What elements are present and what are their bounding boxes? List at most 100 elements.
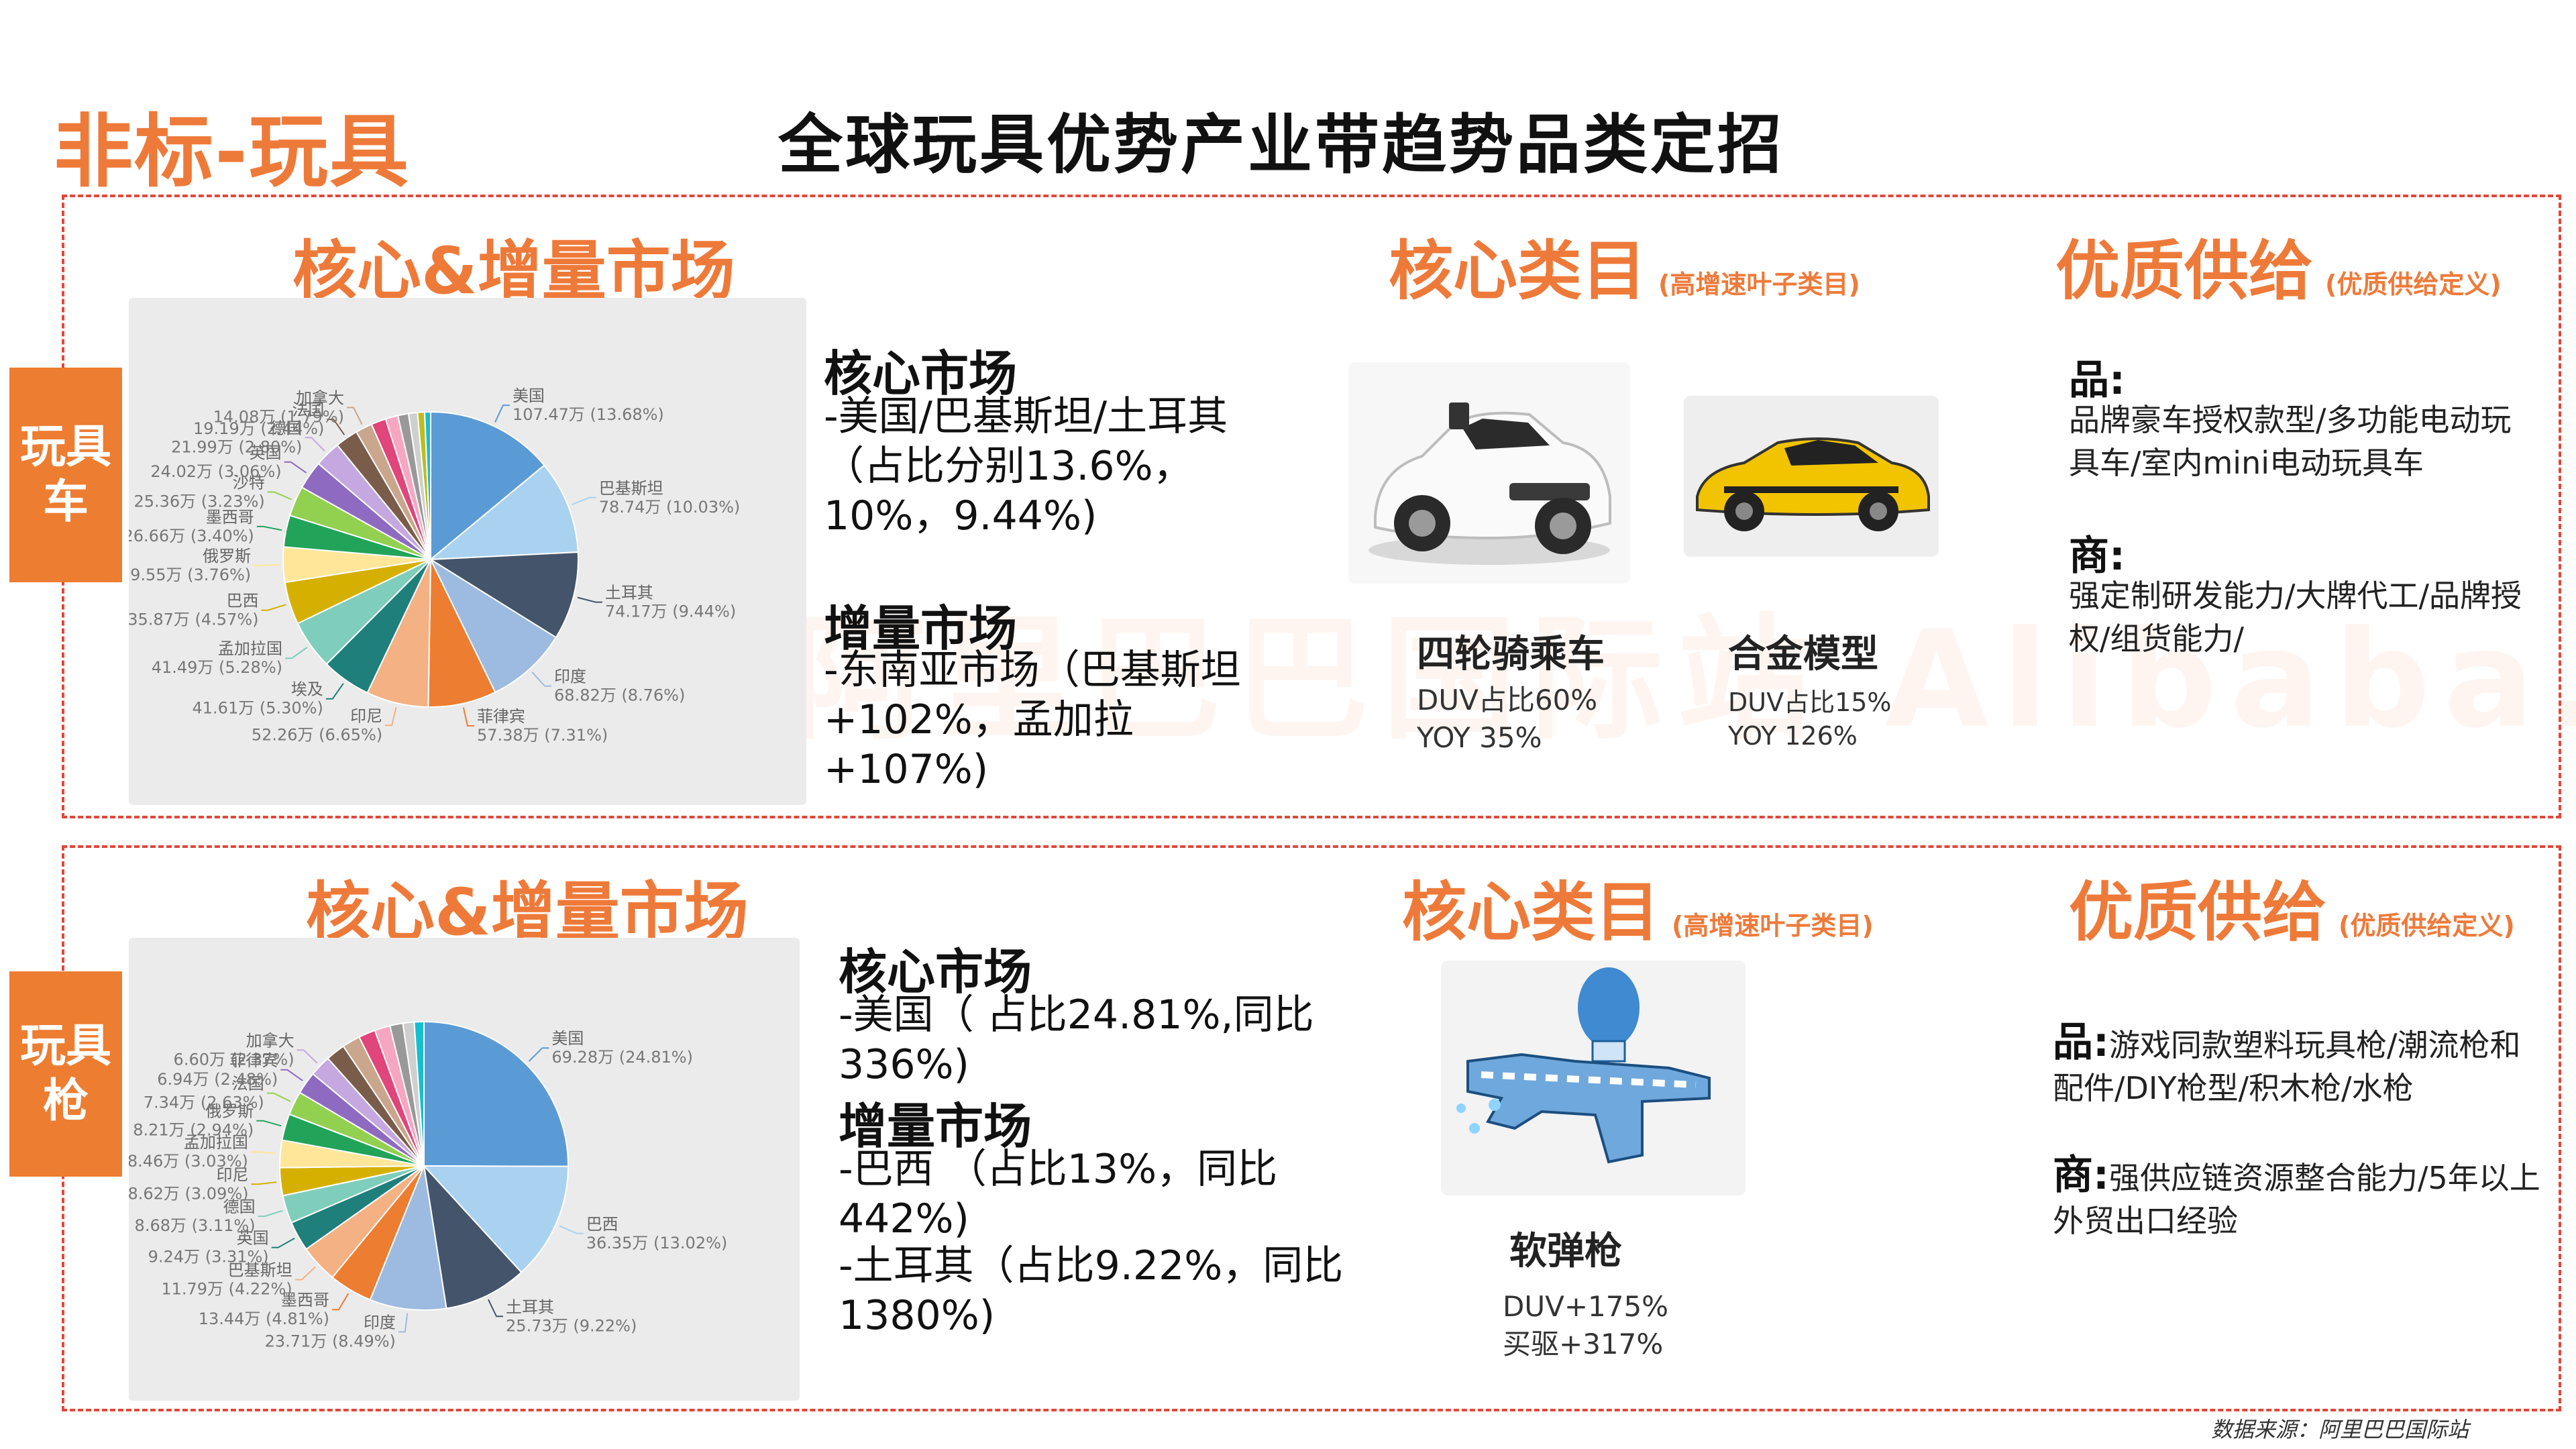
pie-label-value: 26.66万 (3.40%) [129, 527, 254, 545]
pie-label-name: 菲律宾 [229, 1051, 278, 1070]
pie-label-leader [271, 1238, 295, 1248]
pie-label-name: 印尼 [350, 706, 382, 725]
pie-label-value: 9.24万 (3.31%) [148, 1248, 269, 1267]
product-supply-block: 品:游戏同款塑料玩具枪/潮流枪和配件/DIY枪型/积木枪/水枪 [2053, 1021, 2542, 1110]
pie-label-value: 19.19万 (2.44%) [193, 419, 324, 438]
pie-label-leader [285, 647, 308, 659]
pie-slice-1 [422, 1165, 570, 1274]
alloy-model-car-icon [1696, 437, 1930, 531]
pie-label-leader [280, 1069, 303, 1081]
category-section-title: 核心类目 (高增速叶子类目) [1402, 860, 1874, 953]
product-stat-alloy: DUV占比15% YOY 126% [1728, 686, 1892, 753]
pie-label-name: 加拿大 [246, 1031, 294, 1050]
product-label: 品: [2069, 357, 2125, 404]
pie-slice-0 [430, 411, 545, 561]
pie-label-leader [347, 407, 363, 425]
product-stat-soft-gun: DUV+175% 买驱+317% [1503, 1288, 1668, 1363]
supply-title-text: 优质供给 [2055, 233, 2313, 309]
pie-label-leader [572, 496, 596, 505]
core-market-heading: 核心市场 [824, 345, 1018, 402]
category-subtitle: (高增速叶子类目) [1658, 270, 1860, 299]
pie-label-value: 25.36万 (3.23%) [133, 492, 264, 511]
soft-bullet-gun-image [1441, 961, 1746, 1195]
category-section-title: 核心类目 (高增速叶子类目) [1389, 219, 1860, 312]
pie-slice-1 [429, 464, 579, 561]
pie-slice-2 [423, 1163, 523, 1309]
pie-label-leader [267, 491, 292, 500]
product-name-soft-gun: 软弹枪 [1509, 1230, 1622, 1273]
pie-label-leader [462, 707, 474, 727]
pie-label-leader [398, 1313, 409, 1333]
pie-slice-2 [428, 551, 579, 639]
pie-slice-4 [427, 559, 496, 708]
pie-label-value: 13.44万 (4.81%) [199, 1309, 329, 1328]
pie-label-value: 41.49万 (5.28%) [152, 658, 282, 677]
merchant-supply-text: 强定制研发能力/大牌代工/品牌授权/组货能力/ [2069, 578, 2522, 657]
category-subtitle: (高增速叶子类目) [1672, 911, 1874, 941]
pie-label-name: 沙特 [233, 473, 265, 492]
supply-subtitle: (优质供给定义) [2325, 270, 2502, 299]
pie-label-value: 78.74万 (10.03%) [599, 498, 741, 517]
pie-label-value: 7.34万 (2.63%) [144, 1093, 264, 1112]
pie-label-value: 35.87万 (4.57%) [129, 610, 259, 629]
supply-section-title: 优质供给 (优质供给定义) [2069, 860, 2515, 953]
pie-label-leader [494, 405, 510, 423]
pie-label-value: 8.46万 (3.03%) [129, 1152, 248, 1171]
incremental-market-heading: 增量市场 [824, 600, 1018, 657]
pie-label-name: 巴基斯坦 [228, 1261, 292, 1280]
alloy-yoy: YOY 126% [1728, 721, 1858, 751]
pie-label-name: 法国 [292, 400, 324, 419]
category-title-text: 核心类目 [1389, 233, 1646, 309]
core-market-text: -美国（ 占比24.81%,同比336%) [839, 991, 1314, 1088]
pie-label-value: 23.71万 (8.49%) [265, 1332, 396, 1350]
pie-label-leader [327, 419, 345, 435]
pie-label-name: 英国 [250, 443, 282, 462]
incremental-market-text: -东南亚市场（巴基斯坦+102%，孟加拉+107%) [824, 647, 1241, 793]
product-label: 品: [2053, 1019, 2109, 1066]
product-name-ride-on: 四轮骑乘车 [1417, 633, 1605, 676]
pie-label-name: 印度 [554, 667, 586, 686]
pie-label-value: 8.62万 (3.09%) [129, 1184, 249, 1203]
tab-toy-gun: 玩具枪 [9, 971, 122, 1177]
pie-label-value: 6.94万 (2.48%) [157, 1070, 278, 1089]
product-name-alloy: 合金模型 [1728, 633, 1878, 676]
pie-label-leader [256, 1120, 282, 1127]
pie-label-name: 巴西 [586, 1215, 619, 1234]
incremental-market-text-1: -巴西 （占比13%，同比442%) [839, 1146, 1278, 1242]
pie-label-value: 24.02万 (3.06%) [150, 462, 281, 481]
pie-label-leader [294, 1266, 316, 1281]
pie-label-name: 菲律宾 [477, 707, 525, 726]
pie-chart-toy-gun: 美国 69.28万 (24.81%) 巴西 36.35万 (13.02%) 土耳其 25.… [127, 938, 800, 1401]
pie-label-name: 土耳其 [506, 1297, 554, 1316]
tab-label-line1: 玩具 [19, 421, 111, 474]
product-stat-ride-on: DUV占比60% YOY 35% [1417, 682, 1597, 757]
supply-title-text: 优质供给 [2069, 875, 2326, 950]
pie-label-leader [256, 525, 282, 531]
pie-label-value: 36.35万 (13.02%) [586, 1234, 728, 1252]
pie-label-leader [487, 1299, 503, 1318]
pie-label-leader [266, 1092, 291, 1102]
incremental-market-text-2: -土耳其（占比9.22%，同比1380%) [839, 1242, 1344, 1339]
pie-label-name: 英国 [237, 1229, 269, 1248]
pie-label-name: 印度 [364, 1313, 396, 1332]
pie-label-value: 68.82万 (8.76%) [554, 686, 685, 705]
pie-label-name: 美国 [513, 386, 545, 405]
pie-label-name: 法国 [232, 1075, 264, 1093]
pie-label-name: 墨西哥 [206, 508, 254, 527]
supply-section-title: 优质供给 (优质供给定义) [2055, 219, 2502, 312]
pie-label-value: 69.28万 (24.81%) [551, 1048, 693, 1067]
pie-label-leader [332, 1293, 350, 1311]
pie-label-name: 孟加拉国 [184, 1133, 248, 1152]
pie-label-name: 巴西 [227, 592, 259, 610]
ride-on-car-icon [1368, 402, 1611, 565]
pie-label-value: 8.68万 (3.11%) [135, 1216, 256, 1235]
pie-label-name: 俄罗斯 [203, 547, 251, 566]
brand-title: 非标-玩具 [54, 105, 410, 198]
pie-label-name: 土耳其 [605, 584, 653, 602]
pie-label-name: 孟加拉国 [218, 639, 282, 658]
pie-chart-toy-car: 美国 107.47万 (13.68%) 巴基斯坦 78.74万 (10.03%) 土耳其… [120, 298, 806, 805]
pie-label-leader [251, 1181, 277, 1185]
pie-label-leader [528, 1047, 549, 1062]
pie-label-leader [385, 706, 397, 727]
pie-label-name: 美国 [551, 1029, 584, 1048]
